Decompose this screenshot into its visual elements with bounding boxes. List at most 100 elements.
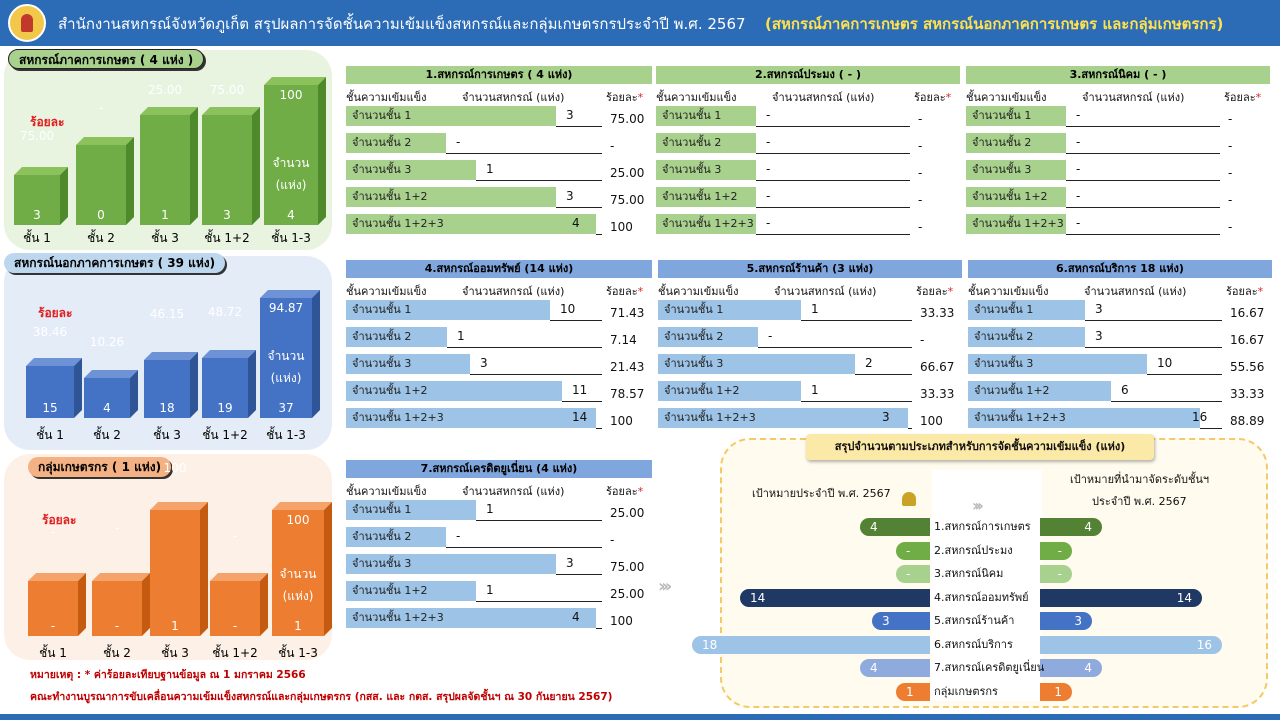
farmer-category-label: ชั้น 1 bbox=[39, 644, 67, 660]
table-row-count: 2 bbox=[865, 356, 873, 370]
summary-right-bar: 14 bbox=[1040, 588, 1202, 607]
summary-chevrons-icon: ››› bbox=[972, 496, 984, 515]
agri-category-label: ชั้น 2 bbox=[87, 229, 115, 245]
summary-row-label: 5.สหกรณ์ร้านค้า bbox=[930, 612, 1040, 630]
farmer-bar-top bbox=[272, 502, 332, 510]
col-count-header: จำนวนสหกรณ์ (แห่ง) bbox=[462, 285, 565, 298]
asterisk-mark: * bbox=[945, 91, 952, 104]
table-row-rule bbox=[1066, 126, 1220, 127]
agri-bar-top bbox=[14, 167, 68, 175]
table-row-rule bbox=[1066, 180, 1220, 181]
agri-bar bbox=[202, 115, 252, 225]
farmer-bar-side bbox=[260, 573, 268, 636]
farmer-category-label: ชั้น 3 bbox=[161, 644, 189, 660]
table-row-label: จำนวนชั้น 1 bbox=[656, 106, 756, 126]
table-row-count: 4 bbox=[572, 216, 580, 230]
table-row-percent: 75.00 bbox=[610, 193, 645, 207]
table-row-count: 6 bbox=[1121, 383, 1129, 397]
summary-left-bar: 1 bbox=[896, 682, 930, 701]
col-level-header: ชั้นความเข้มแข็ง bbox=[346, 485, 427, 498]
table-row-count: 10 bbox=[560, 302, 576, 316]
agri-bar-top bbox=[140, 107, 198, 115]
coop-table: 2.สหกรณ์ประมง ( - ) ชั้นความเข้มแข็ง จำนวน… bbox=[656, 66, 960, 242]
table-row-count: 4 bbox=[572, 610, 580, 624]
table-row-count: - bbox=[1076, 216, 1081, 230]
agri-bar-count: 0 bbox=[97, 208, 105, 222]
table-row-label: จำนวนชั้น 1 bbox=[968, 300, 1085, 320]
table-title: 4.สหกรณ์ออมทรัพย์ (14 แห่ง) bbox=[346, 260, 652, 278]
table-row-rule bbox=[470, 374, 602, 375]
summary-left-bar: 18 bbox=[692, 635, 930, 654]
table-row-rule bbox=[1085, 347, 1222, 348]
table-row-percent: 33.33 bbox=[920, 387, 955, 401]
agri-bar-percent: 100 bbox=[280, 88, 303, 102]
table-row-count: 11 bbox=[572, 383, 588, 397]
col-count-header: จำนวนสหกรณ์ (แห่ง) bbox=[462, 91, 565, 104]
table-row-count: - bbox=[1076, 189, 1081, 203]
farmer-bar bbox=[28, 581, 78, 636]
agri-bar bbox=[14, 175, 60, 225]
table-row-percent: - bbox=[1228, 220, 1233, 234]
farmer-bar-count: - bbox=[51, 619, 55, 633]
farmer-bar-side bbox=[78, 573, 86, 636]
nonagri-bar-percent: 48.72 bbox=[208, 305, 242, 319]
table-row-count: 3 bbox=[566, 189, 574, 203]
col-count-header: จำนวนสหกรณ์ (แห่ง) bbox=[774, 285, 877, 298]
table-row-label: จำนวนชั้น 1+2 bbox=[658, 381, 801, 401]
farmer-bar-count: - bbox=[115, 619, 119, 633]
table-row-percent: - bbox=[920, 333, 925, 347]
table-row-rule bbox=[756, 153, 910, 154]
col-count-header: จำนวนสหกรณ์ (แห่ง) bbox=[1082, 91, 1185, 104]
nonagri-bar-top bbox=[26, 358, 82, 366]
summary-right-bar: 4 bbox=[1040, 659, 1102, 677]
table-row-percent: 100 bbox=[610, 614, 633, 628]
table-row-rule bbox=[1066, 153, 1220, 154]
summary-right-bar: 1 bbox=[1040, 682, 1072, 701]
nonagri-bar-top bbox=[144, 352, 198, 360]
nonagri-bar-count: 18 bbox=[159, 401, 174, 415]
table-row-rule bbox=[756, 234, 910, 235]
nonagri-category-label: ชั้น 3 bbox=[153, 426, 181, 442]
table-row-percent: - bbox=[1228, 139, 1233, 153]
farmer-bar-percent: - bbox=[233, 529, 237, 543]
table-row-percent: 78.57 bbox=[610, 387, 645, 401]
table-row-count: - bbox=[766, 216, 771, 230]
emblem-logo bbox=[8, 4, 46, 42]
summary-right-head-2: ประจำปี พ.ศ. 2567 bbox=[1092, 495, 1187, 508]
table-row-percent: 16.67 bbox=[1230, 306, 1265, 320]
farmer-bar-percent: - bbox=[115, 521, 119, 535]
table-title: 7.สหกรณ์เครดิตยูเนี่ยน (4 แห่ง) bbox=[346, 460, 652, 478]
farmer-bar-percent: - bbox=[51, 525, 55, 539]
lotus-emblem-icon bbox=[902, 492, 916, 506]
table-row-count: - bbox=[1076, 162, 1081, 176]
coop-table: 6.สหกรณ์บริการ 18 แห่ง) ชั้นความเข้มแข็งจ… bbox=[968, 260, 1272, 436]
table-row-rule bbox=[446, 547, 602, 548]
agri-bar-percent: 75.00 bbox=[20, 129, 54, 143]
table-row-label: จำนวนชั้น 1+2+3 bbox=[346, 608, 596, 628]
arrow-chevrons-icon: ››› bbox=[658, 576, 672, 597]
table-row-rule bbox=[596, 428, 602, 429]
table-row-label: จำนวนชั้น 3 bbox=[968, 354, 1147, 374]
table-row-rule bbox=[562, 401, 602, 402]
left-bar-charts: 75.00 3 ชั้น 1 - 0 ชั้น 2 25.00 1 ชั้น 3 75.00 3 ชั… bbox=[14, 77, 332, 660]
agri-bar-side bbox=[318, 77, 326, 225]
col-pct-header: ร้อยละ* bbox=[1226, 285, 1264, 298]
table-row-count: 3 bbox=[882, 410, 890, 424]
table-row-count: 1 bbox=[811, 302, 819, 316]
table-row-label: จำนวนชั้น 1 bbox=[346, 500, 476, 520]
table-row-percent: - bbox=[1228, 166, 1233, 180]
table-row-percent: 25.00 bbox=[610, 506, 645, 520]
nonagri-count-caption: จำนวน bbox=[268, 349, 305, 363]
col-count-header: จำนวนสหกรณ์ (แห่ง) bbox=[1084, 285, 1187, 298]
agri-bar-side bbox=[252, 107, 260, 225]
agri-bar-count: 3 bbox=[33, 208, 41, 222]
summary-left-head: เป้าหมายประจำปี พ.ศ. 2567 bbox=[752, 487, 891, 500]
table-row-count: 1 bbox=[811, 383, 819, 397]
nonagri-bar-side bbox=[190, 352, 198, 418]
asterisk-mark: * bbox=[1257, 285, 1264, 298]
table-row-label: จำนวนชั้น 3 bbox=[656, 160, 756, 180]
nonagri-bar bbox=[144, 360, 190, 418]
table-row-count: - bbox=[766, 135, 771, 149]
table-row-percent: 33.33 bbox=[920, 306, 955, 320]
summary-title: สรุปจำนวนตามประเภทสำหรับการจัดชั้นความเข… bbox=[806, 434, 1154, 460]
